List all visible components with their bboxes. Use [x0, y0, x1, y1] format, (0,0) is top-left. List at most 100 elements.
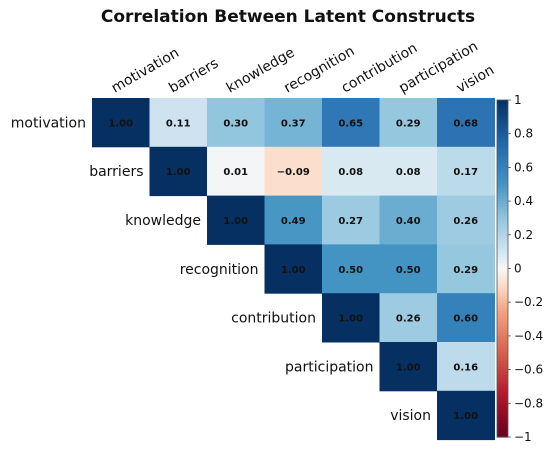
cell-value-barriers-recognition: −0.09 [277, 167, 310, 178]
colorbar-segment [497, 114, 508, 118]
colorbar-segment [497, 234, 508, 239]
colorbar-segment [497, 164, 508, 168]
colorbar-segment [497, 288, 508, 292]
colorbar-segment [497, 246, 508, 250]
colorbar-segment [497, 220, 508, 225]
colorbar-segment [497, 411, 508, 416]
cell-value-barriers-knowledge: 0.01 [223, 167, 248, 178]
colorbar-segment [497, 206, 508, 211]
colorbar-segment [497, 431, 508, 435]
colorbar-segment [497, 187, 508, 191]
colorbar-segment [497, 226, 508, 230]
colorbar-tick-label: −0.2 [514, 295, 543, 309]
colorbar-segment [497, 248, 508, 253]
colorbar-segment [497, 268, 508, 272]
cell-value-motivation-knowledge: 0.30 [223, 118, 248, 129]
cell-value-motivation-barriers: 0.11 [166, 118, 191, 129]
colorbar-segment [497, 372, 508, 376]
colorbar-segment [497, 217, 508, 222]
heatmap-cell-motivation-contribution [322, 98, 380, 148]
colorbar-segment [497, 128, 508, 132]
cell-value-vision-vision: 1.00 [453, 411, 478, 422]
colorbar-segment [497, 366, 508, 371]
colorbar-segment [497, 422, 508, 427]
colorbar-segment [497, 380, 508, 385]
heatmap-cell-knowledge-recognition [264, 195, 323, 245]
colorbar-segment [497, 203, 508, 208]
colorbar-segment [497, 271, 508, 275]
row-label-knowledge: knowledge [125, 213, 201, 229]
colorbar-segment [497, 358, 508, 362]
colorbar-segment [497, 122, 508, 126]
colorbar-segment [497, 181, 508, 185]
colorbar-segment [497, 105, 508, 110]
cell-value-participation-participation: 1.00 [396, 362, 421, 373]
colorbar-segment [497, 290, 508, 295]
colorbar-segment [497, 355, 508, 359]
heatmap-cell-motivation-participation [379, 98, 438, 148]
colorbar-tick-label: −0.8 [514, 396, 543, 410]
colorbar-segment [497, 319, 508, 323]
heatmap-cell-contribution-participation [379, 293, 438, 343]
colorbar-segment [497, 158, 508, 163]
colorbar-segment [497, 119, 508, 124]
colorbar-segment [497, 251, 508, 256]
heatmap-cell-vision-vision [437, 390, 495, 441]
colorbar-segment [497, 237, 508, 242]
colorbar-segment [497, 201, 508, 205]
colorbar-segment [497, 408, 508, 413]
colorbar-tick-label: 0.6 [514, 160, 533, 174]
row-label-participation: participation [285, 359, 373, 375]
colorbar-segment [497, 243, 508, 247]
colorbar-tick-label: −0.4 [514, 329, 543, 343]
colorbar-segment [497, 383, 508, 388]
colorbar-tick-label: 0.2 [514, 228, 533, 242]
colorbar-segment [497, 344, 508, 348]
colorbar-segment [497, 279, 508, 284]
cell-value-motivation-motivation: 1.00 [108, 118, 133, 129]
row-labels: motivation barriers knowledge recognition co… [11, 115, 431, 424]
heatmap-cell-barriers-vision [437, 146, 495, 197]
colorbar-segment [497, 434, 508, 438]
colorbar-segment [497, 223, 508, 227]
colorbar-tick-label: −1 [514, 430, 532, 444]
heatmap-cell-barriers-contribution [322, 146, 380, 197]
cell-value-recognition-participation: 0.50 [396, 265, 421, 276]
cell-value-motivation-recognition: 0.37 [281, 118, 306, 129]
colorbar-segment [497, 324, 508, 329]
colorbar-segment [497, 335, 508, 340]
colorbar-segment [497, 150, 508, 154]
colorbar-segment [497, 406, 508, 410]
heatmap-cell-motivation-recognition [264, 98, 323, 148]
heatmap-cell-motivation-barriers [149, 98, 208, 148]
colorbar-segment [497, 147, 508, 152]
heatmap-cells: 1.00 0.11 0.30 0.37 0.65 0.29 0.68 1.00 0.01 −0.0… [92, 98, 495, 441]
colorbar-segment [497, 414, 508, 418]
colorbar-segment [497, 349, 508, 354]
cell-value-barriers-barriers: 1.00 [166, 167, 191, 178]
heatmap-cell-participation-vision [437, 342, 495, 392]
colorbar-segment [497, 184, 508, 188]
colorbar-segment [497, 153, 508, 157]
colorbar-segment [497, 341, 508, 345]
colorbar-segment [497, 330, 508, 334]
colorbar-segment [497, 111, 508, 115]
colorbar-segment [497, 397, 508, 402]
colorbar-segment [497, 352, 508, 357]
colorbar-segment [497, 282, 508, 286]
cell-value-motivation-participation: 0.29 [396, 118, 421, 129]
colorbar-segment [497, 198, 508, 202]
heatmap-cell-knowledge-participation [379, 195, 438, 245]
cell-value-contribution-contribution: 1.00 [338, 314, 363, 325]
colorbar-segment [497, 240, 508, 244]
cell-value-knowledge-vision: 0.26 [453, 216, 478, 227]
heatmap-cell-barriers-participation [379, 146, 438, 197]
heatmap-cell-recognition-vision [437, 244, 495, 294]
heatmap-cell-contribution-vision [437, 293, 495, 343]
colorbar-segment [497, 313, 508, 317]
colorbar-segment [497, 254, 508, 258]
colorbar-segment [497, 265, 508, 270]
colorbar-segment [497, 386, 508, 390]
colorbar-segment [497, 192, 508, 197]
colorbar-segment [497, 375, 508, 379]
